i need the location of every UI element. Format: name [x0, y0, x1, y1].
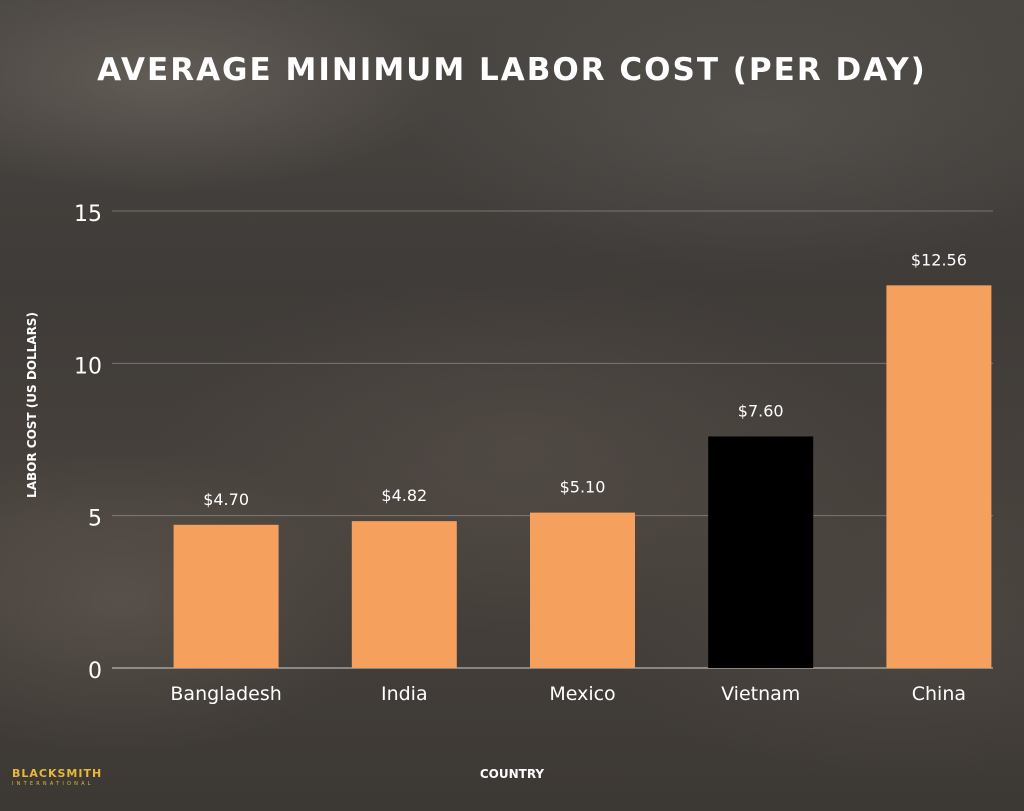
bar-india [351, 521, 457, 668]
bar-vietnam [708, 436, 814, 668]
bar-china [886, 285, 992, 668]
bars [173, 285, 992, 668]
x-tick-label-india: India [381, 683, 428, 705]
x-tick-label-mexico: Mexico [549, 683, 615, 705]
chart-title: AVERAGE MINIMUM LABOR COST (PER DAY) [97, 52, 927, 88]
x-tick-label-china: China [912, 683, 966, 705]
x-axis-title: COUNTRY [480, 767, 545, 781]
logo-name: BLACKSMITH [12, 767, 103, 780]
y-tick-label: 10 [74, 354, 102, 379]
y-axis-title: LABOR COST (US DOLLARS) [25, 312, 39, 498]
y-tick-label: 15 [74, 202, 102, 227]
x-tick-label-vietnam: Vietnam [721, 683, 800, 705]
data-label-india: $4.82 [381, 486, 427, 505]
y-axis-ticks: 0 5 10 15 [74, 202, 102, 684]
data-label-vietnam: $7.60 [738, 401, 784, 420]
bar-bangladesh [173, 524, 279, 668]
data-label-china: $12.56 [911, 250, 967, 269]
data-labels: $4.70 $4.82 $5.10 $7.60 $12.56 [203, 250, 967, 508]
data-label-mexico: $5.10 [560, 478, 606, 497]
bar-mexico [530, 512, 635, 668]
logo-subtitle: INTERNATIONAL [12, 781, 94, 787]
y-tick-label: 0 [88, 659, 102, 684]
blacksmith-logo: BLACKSMITH INTERNATIONAL [12, 768, 102, 787]
y-tick-label: 5 [88, 507, 102, 532]
data-label-bangladesh: $4.70 [203, 490, 249, 509]
x-axis-ticks: Bangladesh India Mexico Vietnam China [170, 683, 966, 705]
x-tick-label-bangladesh: Bangladesh [170, 683, 281, 705]
